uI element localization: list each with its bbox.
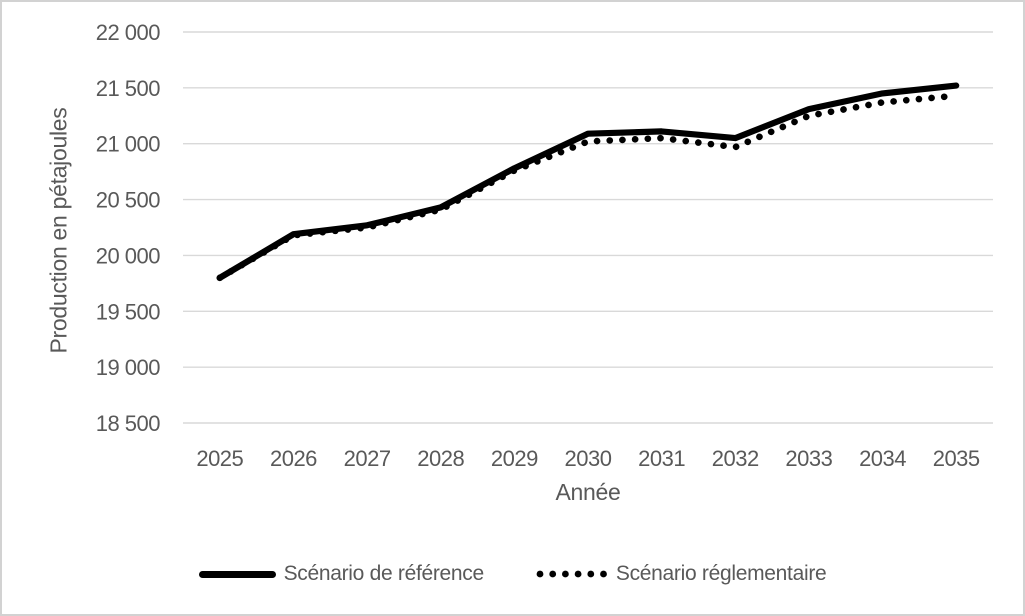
y-tick-label: 21 000	[96, 132, 161, 157]
y-axis-title: Production en pétajoules	[45, 107, 72, 354]
x-tick-label: 2029	[491, 446, 538, 471]
x-tick-label: 2030	[565, 446, 612, 471]
solid-line-swatch-icon	[198, 570, 276, 578]
x-tick-label: 2035	[933, 446, 980, 471]
legend-label-regulatory: Scénario réglementaire	[615, 562, 827, 585]
x-tick-label: 2028	[417, 446, 464, 471]
x-tick-label: 2031	[638, 446, 685, 471]
x-tick-label: 2032	[712, 446, 759, 471]
legend-item-regulatory: Scénario réglementaire	[536, 562, 827, 586]
series-line-reference	[216, 82, 960, 281]
x-tick-label: 2033	[785, 446, 832, 471]
dotted-line-swatch-icon	[536, 570, 607, 578]
legend-item-reference: Scénario de référence	[198, 562, 485, 586]
y-tick-label: 18 500	[96, 411, 161, 436]
y-tick-label: 21 500	[96, 76, 161, 101]
x-tick-label: 2026	[270, 446, 317, 471]
x-tick-label: 2034	[859, 446, 906, 471]
legend: Scénario de référence Scénario réglement…	[2, 562, 1023, 586]
y-tick-label: 19 000	[96, 355, 161, 380]
y-tick-label: 20 500	[96, 188, 161, 213]
series-line-regulatory	[216, 92, 960, 282]
x-axis-title: Année	[555, 479, 621, 505]
x-tick-label: 2025	[196, 446, 243, 471]
legend-label-reference: Scénario de référence	[283, 562, 485, 585]
x-tick-label: 2027	[344, 446, 391, 471]
y-tick-label: 22 000	[96, 20, 161, 45]
y-tick-label: 19 500	[96, 299, 161, 324]
y-tick-label: 20 000	[96, 243, 161, 268]
